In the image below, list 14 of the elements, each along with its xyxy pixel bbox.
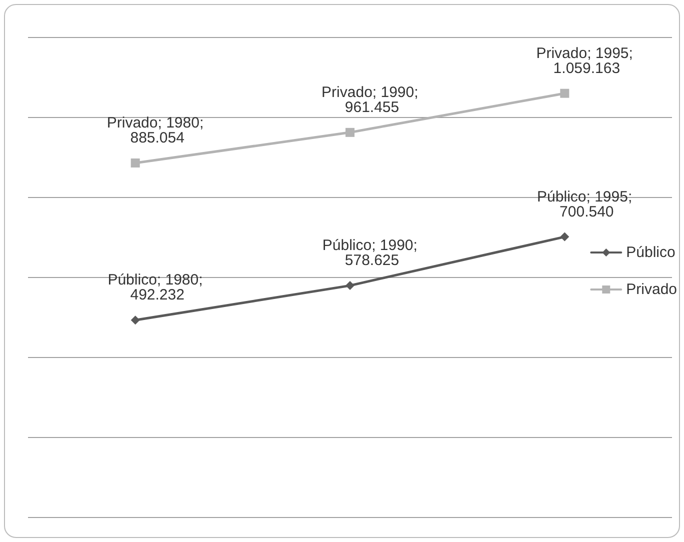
point bbox=[560, 232, 570, 242]
point bbox=[560, 88, 570, 98]
legend-label: Público bbox=[626, 244, 676, 261]
data-label: Privado; 1990; 961.455 bbox=[322, 84, 422, 116]
data-label: Público; 1990; 578.625 bbox=[322, 237, 422, 270]
legend-label: Privado bbox=[626, 281, 677, 298]
point bbox=[346, 281, 354, 290]
point bbox=[130, 316, 140, 325]
data-label: Privado; 1995; 1.059.163 bbox=[536, 44, 638, 77]
data-label: Público; 1980; 492.232 bbox=[108, 272, 207, 304]
point bbox=[346, 128, 354, 137]
data-label: Privado; 1980; 885.054 bbox=[106, 114, 208, 146]
data-label: Público; 1995; 700.540 bbox=[537, 188, 636, 220]
point bbox=[130, 158, 140, 168]
